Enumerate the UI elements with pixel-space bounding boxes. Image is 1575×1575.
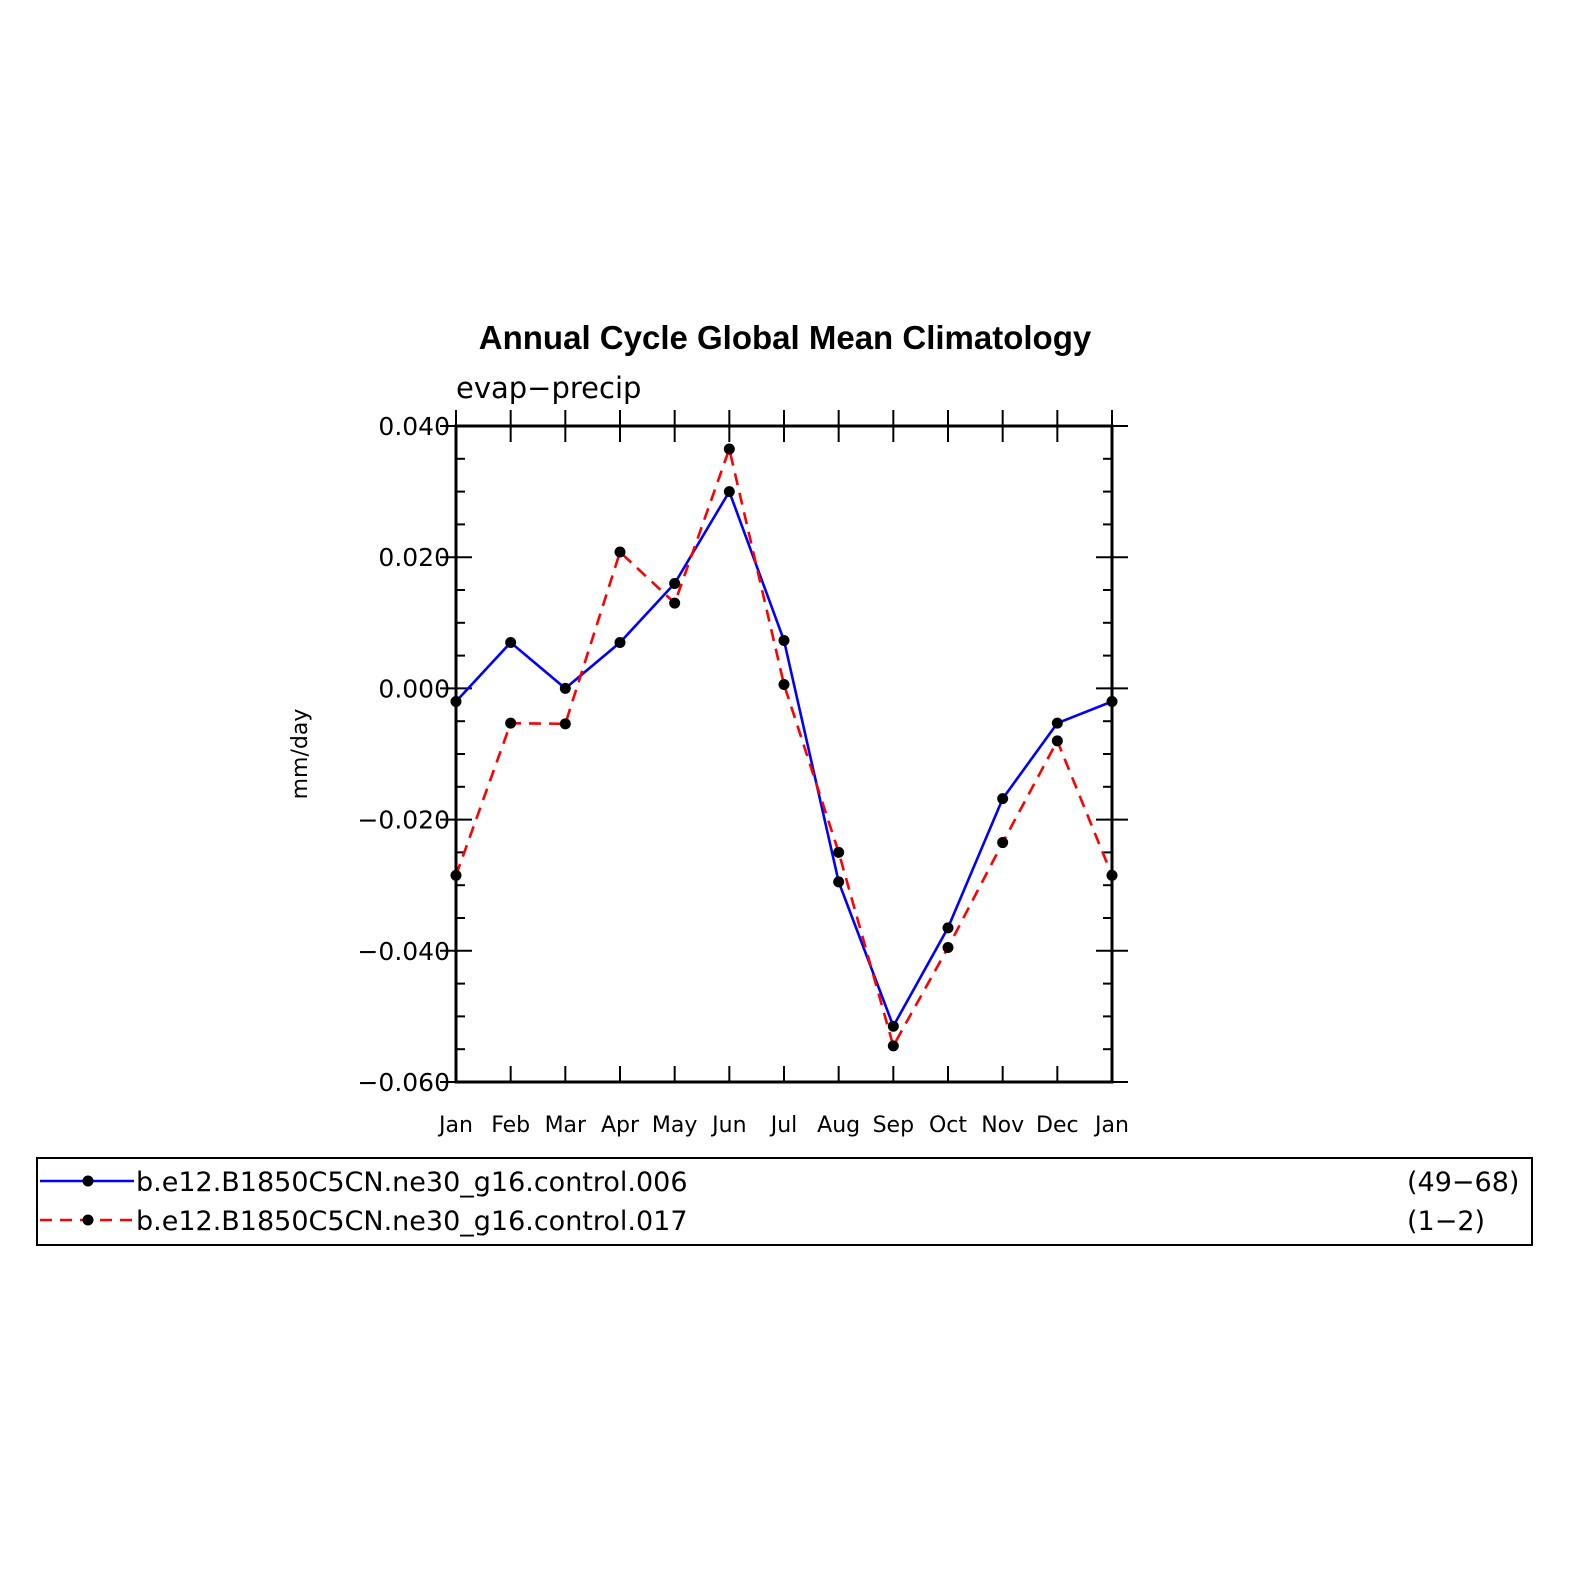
chart-subtitle: evap−precip [456, 371, 641, 405]
x-tick-label: Nov [981, 1113, 1024, 1138]
x-tick-label: Aug [817, 1113, 860, 1138]
data-point [1051, 717, 1063, 729]
y-tick-label: 0.040 [378, 412, 450, 441]
x-tick-label: Apr [601, 1113, 640, 1138]
x-tick-label: Feb [491, 1113, 530, 1138]
x-tick-label: May [652, 1113, 697, 1138]
y-axis-label: mm/day [288, 709, 313, 800]
data-point [723, 443, 735, 455]
legend-years: (49−68) [1407, 1167, 1519, 1198]
data-point [723, 486, 735, 498]
data-point [833, 876, 845, 888]
data-point [997, 837, 1009, 849]
axis-ticks [440, 410, 1128, 1083]
legend-entries: b.e12.B1850C5CN.ne30_g16.control.006 (49−… [40, 1167, 1519, 1237]
data-point [778, 678, 790, 690]
y-tick-label: −0.040 [357, 937, 450, 966]
data-point [505, 636, 517, 648]
y-tick-label: −0.060 [357, 1068, 450, 1097]
data-point [942, 922, 954, 934]
legend: b.e12.B1850C5CN.ne30_g16.control.006 (49−… [36, 1157, 1533, 1246]
legend-entry-2: b.e12.B1850C5CN.ne30_g16.control.017 (1−2… [40, 1206, 1485, 1237]
y-tick-label: 0.000 [378, 674, 450, 703]
data-point [559, 718, 571, 730]
x-tick-label: Jan [437, 1113, 473, 1138]
data-point [614, 546, 626, 558]
x-tick-label: Jun [710, 1113, 746, 1138]
axis-tick-labels: 0.040 0.020 0.000 −0.020 −0.040 −0.060 Jan Feb M… [357, 412, 1128, 1138]
series-layer [450, 443, 1118, 1052]
data-point [778, 635, 790, 647]
data-point [614, 636, 626, 648]
data-point [669, 577, 681, 589]
series-line [455, 488, 1113, 1030]
x-tick-label: Mar [545, 1113, 587, 1138]
data-point [997, 793, 1009, 805]
legend-entry-1: b.e12.B1850C5CN.ne30_g16.control.006 (49−… [40, 1167, 1519, 1198]
plot-frame [454, 424, 1114, 1084]
legend-label: b.e12.B1850C5CN.ne30_g16.control.006 [136, 1167, 688, 1198]
legend-box [36, 1157, 1533, 1246]
x-tick-label: Jan [1093, 1113, 1129, 1138]
legend-years: (1−2) [1407, 1206, 1485, 1237]
data-point [833, 846, 845, 858]
series-2 [450, 443, 1118, 1052]
x-tick-label: Jul [769, 1113, 798, 1138]
data-point [559, 682, 571, 694]
series-line [454, 444, 1114, 1050]
x-tick-label: Sep [873, 1113, 914, 1138]
data-point [505, 717, 517, 729]
y-tick-label: −0.020 [357, 806, 450, 835]
data-point [1051, 735, 1063, 747]
x-tick-label: Dec [1036, 1113, 1079, 1138]
series-1 [450, 486, 1118, 1032]
legend-marker [82, 1214, 94, 1226]
data-point [887, 1020, 899, 1032]
data-point [669, 597, 681, 609]
legend-label: b.e12.B1850C5CN.ne30_g16.control.017 [136, 1206, 688, 1237]
legend-marker [82, 1175, 94, 1187]
y-tick-label: 0.020 [378, 543, 450, 572]
x-tick-label: Oct [929, 1113, 967, 1138]
chart-title: Annual Cycle Global Mean Climatology [479, 319, 1092, 356]
data-point [887, 1040, 899, 1052]
data-point [942, 942, 954, 954]
